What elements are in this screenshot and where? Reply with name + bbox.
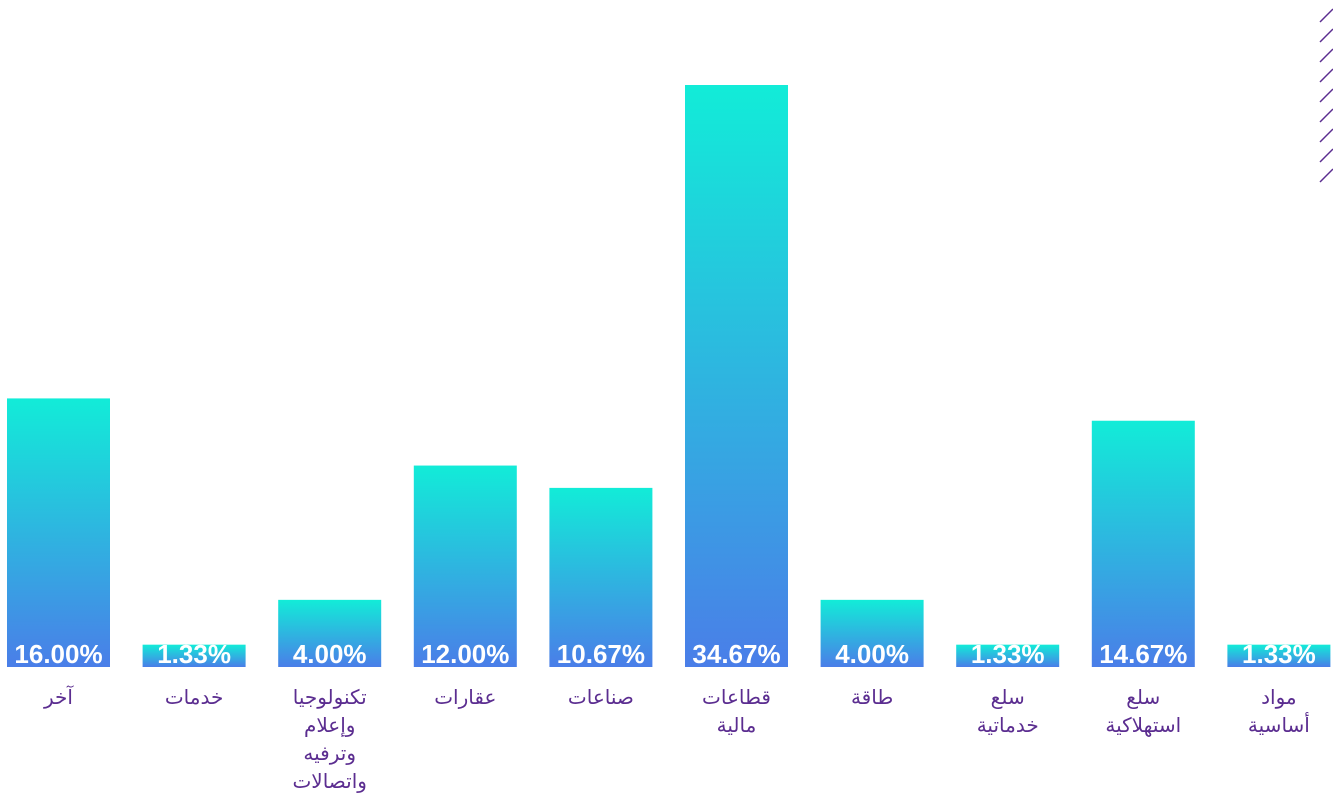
value-label: 1.33% xyxy=(157,639,231,669)
bar xyxy=(7,398,110,667)
value-label: 34.67% xyxy=(692,639,780,669)
category-label: خدمات xyxy=(165,685,224,709)
value-label: 4.00% xyxy=(835,639,909,669)
bar xyxy=(820,599,924,667)
value-label: 14.67% xyxy=(1099,639,1187,669)
bar xyxy=(1227,644,1331,667)
value-label: 12.00% xyxy=(421,639,509,669)
bar xyxy=(685,85,788,667)
value-label: 10.67% xyxy=(557,639,645,669)
decoration xyxy=(1319,8,1333,183)
category-label: تكنولوجيا وإعلام وترفيه واتصالات xyxy=(292,685,366,793)
value-label: 16.00% xyxy=(14,639,102,669)
bar xyxy=(142,644,246,667)
category-label: قطاعات مالية xyxy=(702,685,771,737)
bar xyxy=(278,599,382,667)
category-label: طاقة xyxy=(851,685,893,709)
bar xyxy=(956,644,1060,667)
category-label: سلع استهلاكية xyxy=(1105,685,1181,737)
value-label: 1.33% xyxy=(971,639,1045,669)
value-label: 4.00% xyxy=(293,639,367,669)
value-label: 1.33% xyxy=(1242,639,1316,669)
category-label: سلع خدماتية xyxy=(977,685,1039,737)
bar xyxy=(1091,420,1195,667)
category-label: مواد أساسية xyxy=(1248,685,1310,737)
category-label: آخر xyxy=(43,684,74,709)
bar xyxy=(413,465,517,667)
category-label: صناعات xyxy=(568,685,634,709)
bar xyxy=(549,487,653,667)
category-label: عقارات xyxy=(434,685,496,709)
